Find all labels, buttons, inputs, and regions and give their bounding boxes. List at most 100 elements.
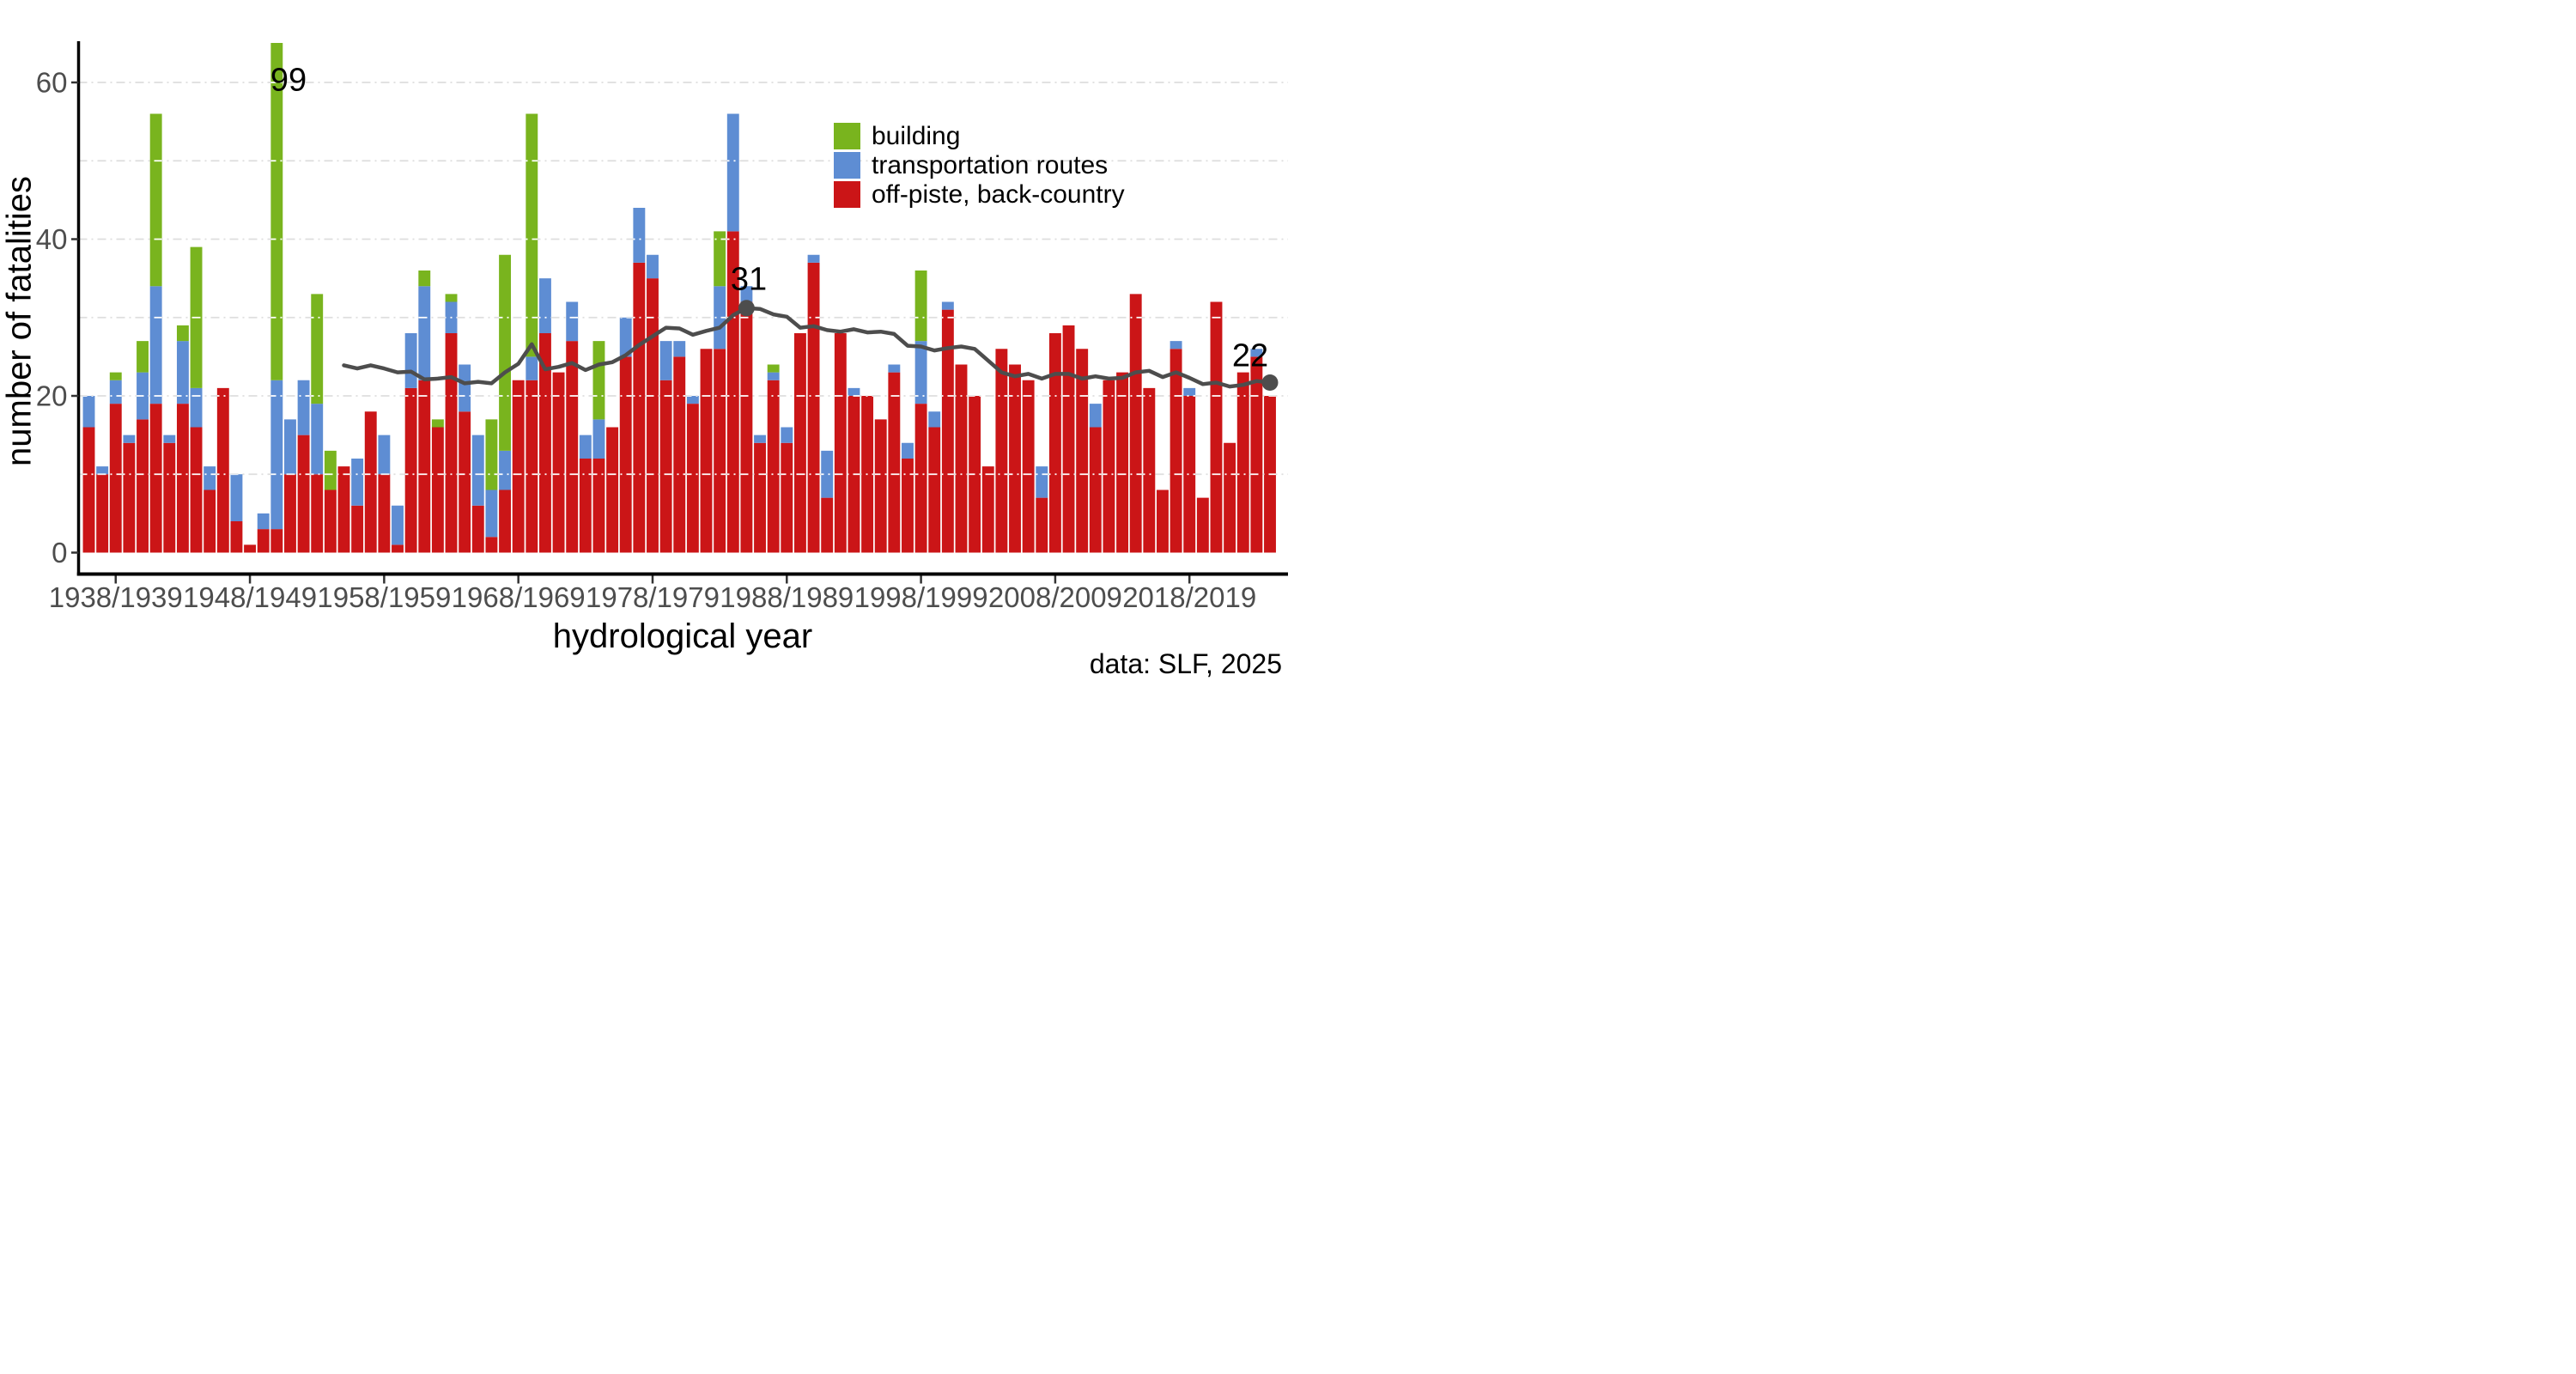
bar-segment xyxy=(740,301,753,553)
bar-2001/02 xyxy=(955,364,968,553)
bar-segment xyxy=(1036,497,1048,553)
bar-segment xyxy=(499,489,512,553)
bar-segment xyxy=(552,372,565,553)
bar-segment xyxy=(1089,404,1102,428)
bar-segment xyxy=(364,411,377,553)
bar-segment xyxy=(874,419,887,553)
bar-segment xyxy=(431,419,444,428)
x-tick-label: 1968/1969 xyxy=(452,581,586,613)
bar-segment xyxy=(673,356,686,553)
x-tick-label: 1958/1959 xyxy=(317,581,451,613)
bar-1981/82 xyxy=(686,396,699,553)
bar-1948/49 xyxy=(244,544,257,553)
bar-2017/18 xyxy=(1170,341,1182,553)
bar-segment xyxy=(392,544,404,553)
bar-segment xyxy=(431,427,444,553)
trend-line xyxy=(342,306,1273,389)
bar-1975/76 xyxy=(606,427,619,553)
bar-segment xyxy=(284,474,296,553)
bar-segment xyxy=(378,474,391,553)
bar-segment xyxy=(1089,427,1102,553)
bar-segment xyxy=(96,466,109,475)
bar-segment xyxy=(96,474,109,553)
legend-label-building: building xyxy=(872,121,961,150)
bar-segment xyxy=(834,333,847,553)
bar-1992/93 xyxy=(834,333,847,553)
bar-2000/01 xyxy=(941,301,954,553)
bar-2018/19 xyxy=(1183,387,1196,553)
bar-1958/59 xyxy=(378,435,391,553)
bar-1989/90 xyxy=(793,333,806,553)
bar-segment xyxy=(793,333,806,553)
bar-1964/65 xyxy=(459,364,471,553)
bar-segment xyxy=(1250,356,1263,553)
bar-1945/46 xyxy=(204,466,216,553)
bar-segment xyxy=(1183,387,1196,396)
bar-1982/83 xyxy=(700,349,713,553)
bar-segment xyxy=(445,294,458,302)
bar-segment xyxy=(351,459,364,506)
bar-1978/79 xyxy=(647,254,659,553)
bar-segment xyxy=(149,404,162,553)
bar-segment xyxy=(1196,497,1209,553)
bar-1940/41 xyxy=(137,341,149,553)
legend-key-transportation-routes xyxy=(834,152,860,179)
bar-segment xyxy=(270,43,283,380)
bar-1938/39 xyxy=(109,372,122,553)
bar-segment xyxy=(526,356,538,380)
bar-segment xyxy=(176,325,189,342)
bar-segment xyxy=(659,380,672,553)
bar-segment xyxy=(914,271,927,342)
bar-1963/64 xyxy=(445,294,458,553)
bar-segment xyxy=(190,387,203,428)
bar-segment xyxy=(418,380,431,553)
bar-segment xyxy=(902,442,914,459)
bar-1988/89 xyxy=(781,427,793,553)
bar-segment xyxy=(459,411,471,553)
bar-1976/77 xyxy=(619,317,632,553)
bar-1970/71 xyxy=(538,278,551,553)
bar-segment xyxy=(1170,341,1182,350)
bar-segment xyxy=(566,301,579,342)
bar-segment xyxy=(123,442,136,553)
x-axis-title: hydrological year xyxy=(552,617,813,655)
bar-segment xyxy=(459,364,471,412)
x-tick-label: 1988/1989 xyxy=(720,581,854,613)
bar-segment xyxy=(726,113,739,232)
y-tick-label: 0 xyxy=(52,537,67,568)
bar-segment xyxy=(941,301,954,310)
legend: building transportation routes off-piste… xyxy=(834,121,1125,210)
bar-2004/05 xyxy=(995,349,1008,553)
bar-1960/61 xyxy=(404,333,417,553)
bar-segment xyxy=(914,404,927,553)
bar-segment xyxy=(606,427,619,553)
bar-segment xyxy=(714,349,726,553)
bar-segment xyxy=(418,271,431,287)
bar-segment xyxy=(82,396,95,428)
bar-segment xyxy=(499,254,512,451)
bar-2016/17 xyxy=(1157,489,1169,553)
bar-1980/81 xyxy=(673,341,686,553)
bar-1984/85 xyxy=(726,113,739,553)
bar-segment xyxy=(1250,349,1263,357)
bar-2023/24 xyxy=(1250,349,1263,553)
bar-1961/62 xyxy=(418,271,431,553)
bar-1952/53 xyxy=(297,380,310,553)
bar-segment xyxy=(471,435,484,506)
legend-key-off-piste xyxy=(834,181,860,208)
bar-1997/98 xyxy=(902,442,914,553)
bar-segment xyxy=(902,459,914,553)
bar-segment xyxy=(754,435,766,443)
bar-segment xyxy=(257,529,270,553)
bars xyxy=(82,43,1276,553)
bar-1998/99 xyxy=(914,271,927,553)
bar-2005/06 xyxy=(1009,364,1021,553)
bar-2003/04 xyxy=(981,466,994,553)
bar-segment xyxy=(297,435,310,553)
bar-segment xyxy=(204,489,216,553)
bar-segment xyxy=(928,411,941,428)
bar-segment xyxy=(700,349,713,553)
bar-segment xyxy=(82,427,95,553)
bar-2009/10 xyxy=(1062,325,1075,553)
bar-segment xyxy=(981,466,994,553)
